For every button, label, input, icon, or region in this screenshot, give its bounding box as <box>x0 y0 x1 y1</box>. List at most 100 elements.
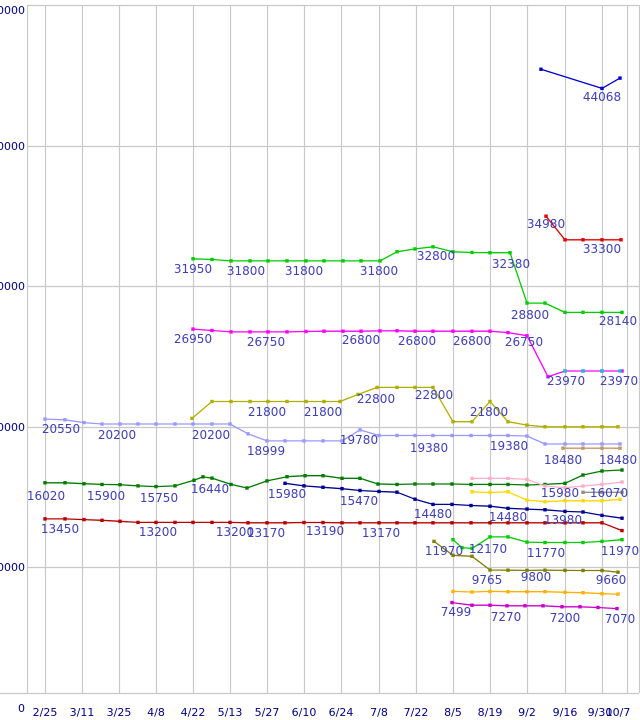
series-green-high-marker <box>304 259 308 263</box>
series-navy-labels: 15980 15470 14480 14480 13980 <box>268 487 582 527</box>
series-orange-marker <box>525 590 529 594</box>
series-cyan-markers-marker <box>563 369 567 373</box>
series-cyan-markers-marker <box>600 369 604 373</box>
series-lightblue-marker <box>525 434 529 438</box>
series-forest-green-marker <box>469 482 473 487</box>
series-forest-green-marker <box>450 482 454 486</box>
series-forest-green-marker <box>265 479 269 483</box>
series-yellow-marker <box>543 500 547 504</box>
series-forest-green-marker <box>192 478 196 482</box>
x-tick-label: 8/19 <box>478 706 503 719</box>
x-tick-label: 2/25 <box>33 706 58 719</box>
point-value-label: 32800 <box>417 249 455 263</box>
point-value-label: 22800 <box>415 388 453 402</box>
series-green-high-labels: 31950 31800 31800 31800 32800 32380 28800 28140 <box>174 249 637 328</box>
series-orange-marker <box>451 589 455 594</box>
series-magenta-high-marker <box>470 329 474 333</box>
series-magenta-high-marker <box>488 329 492 333</box>
series-lightblue-marker <box>82 420 86 425</box>
series-green-low <box>451 535 624 551</box>
point-value-label: 7200 <box>550 611 581 625</box>
series-forest-green-marker <box>321 474 325 478</box>
series-blue-top-marker <box>600 86 604 91</box>
series-forest-green-marker <box>82 482 86 486</box>
series-forest-green-marker <box>173 484 177 488</box>
series-orange-marker <box>581 591 585 595</box>
series-dark-red-marker <box>506 521 510 525</box>
series-forest-green-marker <box>63 481 67 485</box>
series-forest-green-labels: 16020 15900 15750 16440 15980 <box>27 482 579 505</box>
series-magenta-low-marker <box>615 606 619 611</box>
series-red-high-marker <box>600 238 604 242</box>
series-yellow-marker <box>618 497 622 502</box>
series-dark-red-marker <box>431 521 435 525</box>
series-red-high-marker <box>581 238 585 242</box>
series-magenta-low-marker <box>523 604 527 608</box>
series-green-high-marker <box>378 259 382 263</box>
series-lightblue-marker <box>543 442 547 446</box>
series-forest-green-marker <box>600 469 604 473</box>
x-tick-label: 8/5 <box>444 706 462 719</box>
series-forest-green-marker <box>229 482 233 487</box>
series-forest-green-marker <box>154 484 158 489</box>
series-yellow-marker <box>600 499 604 503</box>
point-value-label: 32380 <box>492 257 530 271</box>
series-olive-low-marker <box>488 568 492 572</box>
point-value-label: 7499 <box>441 605 472 619</box>
series-lightblue-marker <box>302 439 306 443</box>
series-navy-marker <box>543 508 547 512</box>
x-tick-label: 7/22 <box>404 706 429 719</box>
series-dark-red-marker <box>118 519 122 523</box>
series-orange-marker <box>470 590 474 594</box>
x-tick-label: 3/25 <box>107 706 132 719</box>
point-value-label: 12170 <box>469 542 507 556</box>
point-value-label: 31800 <box>227 264 265 278</box>
series-yellow-marker <box>488 490 492 495</box>
series-green-high-marker <box>322 259 326 263</box>
series-olive-low-marker <box>506 568 510 572</box>
series-lightblue-marker <box>581 442 585 446</box>
series-lightblue-marker <box>228 422 232 426</box>
series-navy-marker <box>358 488 362 493</box>
y-axis-labels: 0 10000 20000 30000 40000 50000 <box>0 4 25 715</box>
point-value-label: 28800 <box>511 308 549 322</box>
series-cyan-markers-marker <box>618 369 622 373</box>
series-olive-high-marker <box>190 416 194 421</box>
point-value-label: 22800 <box>357 392 395 406</box>
point-value-label: 9800 <box>521 570 552 584</box>
series-olive-high-marker <box>338 399 342 404</box>
series-green-low-marker <box>488 535 492 539</box>
point-value-label: 26750 <box>505 335 543 349</box>
series-forest-green-marker <box>201 475 205 479</box>
series-dark-red-marker <box>620 528 624 533</box>
point-value-label: 21800 <box>248 405 286 419</box>
series-navy-marker <box>506 506 510 511</box>
series-magenta-low-marker <box>596 605 600 610</box>
series-dark-red-marker <box>377 521 381 525</box>
point-value-label: 13450 <box>41 522 79 536</box>
point-value-label: 15980 <box>268 487 306 501</box>
point-value-label: 13980 <box>544 513 582 527</box>
series-magenta-high-marker <box>248 330 252 334</box>
series-navy-marker <box>469 503 473 508</box>
series-red-high-marker <box>619 238 623 242</box>
point-value-label: 19780 <box>340 433 378 447</box>
x-tick-label: 4/8 <box>147 706 165 719</box>
x-tick-label: 9/16 <box>553 706 578 719</box>
series-green-high-marker <box>395 250 399 254</box>
series-lightblue-marker <box>283 439 287 443</box>
series-green-high-marker <box>431 245 435 249</box>
series-magenta-high-marker <box>413 329 417 333</box>
series-forest-green-marker <box>136 484 140 488</box>
series-olive-high-marker <box>356 392 360 397</box>
series-magenta-high-marker <box>431 329 435 333</box>
series-green-high-marker <box>563 310 567 315</box>
series-lightblue-marker <box>63 418 67 422</box>
series-navy-marker <box>488 504 492 508</box>
series-orange-marker <box>506 590 510 594</box>
series-green-high-marker <box>488 251 492 255</box>
series-magenta-high-marker <box>285 330 289 334</box>
series-green-high-marker <box>266 259 270 263</box>
series-gray-marker <box>600 490 604 495</box>
